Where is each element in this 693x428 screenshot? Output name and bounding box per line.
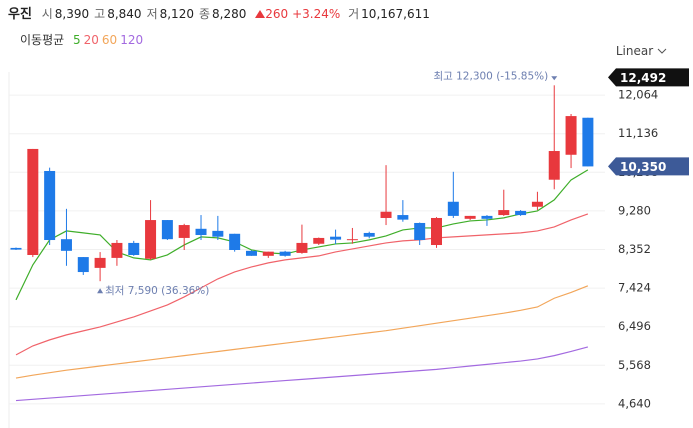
- candle-body: [296, 242, 308, 253]
- candle-body: [464, 215, 476, 219]
- candle-body: [279, 251, 291, 256]
- y-tick-label: 9,280: [618, 203, 651, 217]
- candle-body: [212, 230, 224, 237]
- ma-legend: 이동평균 5 20 60 120: [20, 31, 146, 48]
- scale-mode[interactable]: Linear: [616, 44, 667, 58]
- candle-body: [397, 215, 409, 220]
- price-tag: [608, 157, 689, 176]
- y-tick-label: 7,424: [618, 281, 651, 295]
- candle-body: [330, 236, 342, 240]
- stock-name: 우진: [8, 7, 32, 22]
- candle-body: [346, 239, 358, 241]
- candle-body: [94, 257, 106, 268]
- field-value: 8,390: [54, 7, 90, 21]
- annotation-marker: [551, 76, 558, 81]
- annotation: 최고 12,300 (-15.85%): [433, 70, 548, 82]
- volume: 10,167,611: [361, 7, 430, 21]
- field-label: 시: [41, 7, 53, 21]
- annotation: 최저 7,590 (36.36%): [105, 285, 209, 297]
- y-tick-label: 8,352: [618, 242, 651, 256]
- legend-title: 이동평균: [20, 33, 65, 47]
- price-tag-label: 12,492: [620, 71, 666, 85]
- y-tick-label: 11,136: [618, 126, 658, 140]
- price-tag-label: 10,350: [620, 160, 666, 174]
- candle-body: [178, 225, 190, 238]
- candle-body: [414, 222, 426, 241]
- y-tick-label: 4,640: [618, 396, 651, 410]
- candle-body: [77, 257, 89, 273]
- y-tick-label: 5,568: [618, 358, 651, 372]
- candle-body: [245, 250, 257, 256]
- candle-body: [481, 215, 493, 219]
- y-tick-label: 12,064: [618, 88, 658, 102]
- change-pct: +3.24%: [292, 7, 341, 21]
- candle-body: [548, 151, 560, 180]
- candle-body: [431, 217, 442, 246]
- candle-body: [128, 242, 140, 255]
- annotation-marker: [97, 288, 104, 294]
- legend-entry: 60: [101, 33, 118, 47]
- field-value: 8,840: [107, 7, 142, 21]
- candle-body: [27, 148, 39, 255]
- legend-entry: 120: [120, 33, 144, 47]
- candle-body: [582, 117, 594, 167]
- field-label: 종: [198, 7, 211, 21]
- ma-line: [15, 213, 589, 356]
- candle-body: [313, 237, 325, 244]
- candle-body: [195, 228, 207, 236]
- candle-body: [447, 201, 459, 216]
- legend-entry: 5: [73, 33, 81, 47]
- price-tag: [608, 68, 689, 87]
- field-value: 8,120: [159, 7, 194, 21]
- ma-line: [15, 346, 589, 402]
- volume-label: 거: [348, 7, 360, 21]
- y-tick-label: 6,496: [618, 319, 651, 333]
- candle-body: [262, 251, 274, 256]
- candle-body: [111, 242, 123, 258]
- candle-body: [565, 116, 577, 155]
- candle-body: [515, 210, 527, 216]
- candle-body: [498, 210, 510, 216]
- field-label: 고: [94, 7, 106, 21]
- chevron[interactable]: [657, 48, 667, 55]
- candle-body: [145, 220, 157, 259]
- candle-body: [380, 211, 392, 218]
- candle-body: [531, 201, 543, 207]
- field-label: 저: [146, 7, 158, 21]
- candle-body: [229, 233, 241, 250]
- candle-body: [60, 239, 72, 251]
- ma-line: [15, 285, 589, 379]
- fields: 시 8,390 고 8,840 저 8,120 종 8,280: [42, 7, 252, 21]
- candle-body: [161, 220, 173, 240]
- candle-body: [44, 170, 56, 241]
- up-arrow: [255, 10, 266, 18]
- candle-body: [10, 247, 22, 250]
- field-value: 8,280: [212, 7, 247, 21]
- scale-label[interactable]: Linear: [615, 44, 654, 58]
- candle-body: [363, 232, 375, 237]
- change: 260: [265, 7, 289, 21]
- legend-entry: 20: [83, 33, 99, 47]
